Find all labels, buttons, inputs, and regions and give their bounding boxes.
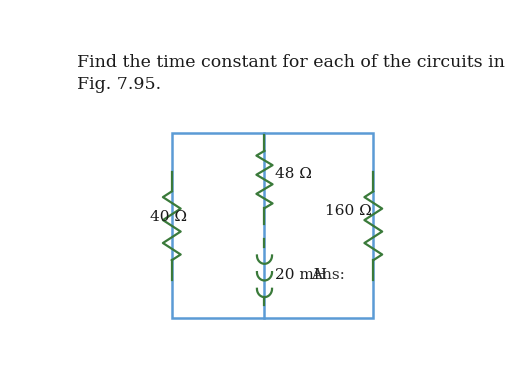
Bar: [172, 133, 373, 319]
Text: 48 Ω: 48 Ω: [275, 166, 311, 180]
Text: Find the time constant for each of the circuits in: Find the time constant for each of the c…: [77, 54, 505, 71]
Text: Ans:: Ans:: [311, 268, 345, 282]
Text: 40 Ω: 40 Ω: [150, 210, 187, 224]
Text: Fig. 7.95.: Fig. 7.95.: [77, 76, 161, 94]
Text: 160 Ω: 160 Ω: [324, 204, 371, 218]
Text: 20 mH: 20 mH: [275, 268, 327, 282]
